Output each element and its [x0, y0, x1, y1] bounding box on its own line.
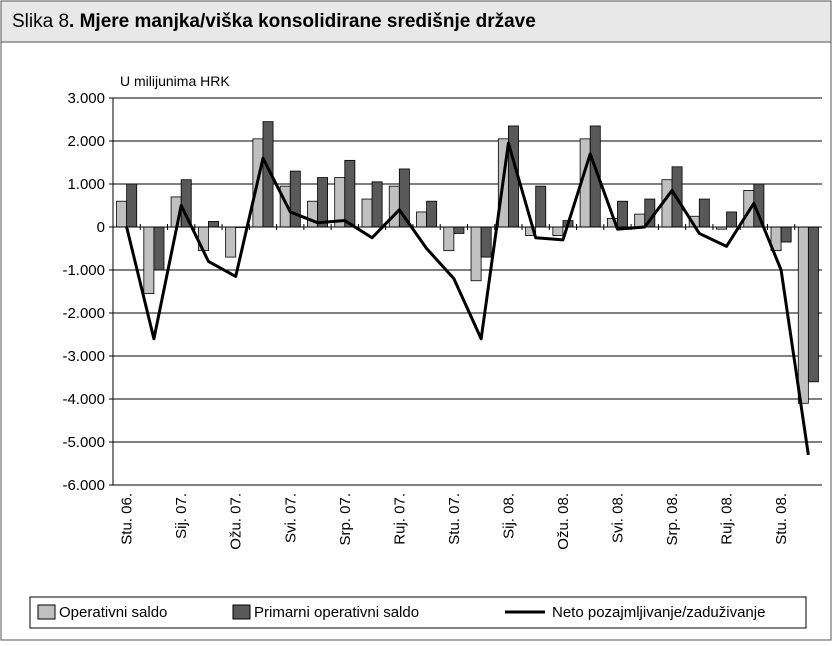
y-tick-label: 2.000: [67, 133, 105, 150]
bar: [344, 159, 356, 228]
bar: [388, 185, 400, 228]
y-tick-label: -4.000: [62, 391, 105, 408]
y-tick-label: -2.000: [62, 305, 105, 322]
bar: [726, 211, 738, 228]
x-tick-label: Svi. 08.: [609, 493, 626, 543]
y-tick-label: -5.000: [62, 434, 105, 451]
header: [0, 0, 832, 43]
y-tick-label: 3.000: [67, 90, 105, 107]
y-tick-label: -3.000: [62, 348, 105, 365]
bar: [225, 226, 237, 258]
bar: [317, 177, 329, 228]
x-tick-label: Svi. 07.: [282, 493, 299, 543]
bar: [470, 226, 482, 282]
legend-label: Primarni operativni saldo: [254, 604, 419, 621]
bar: [289, 170, 301, 228]
x-tick-label: Sij. 07.: [173, 493, 190, 539]
bar: [153, 226, 165, 271]
y-tick-label: 1.000: [67, 176, 105, 193]
bar: [552, 226, 564, 236]
bar: [807, 226, 819, 383]
bar: [797, 226, 809, 404]
figure-label: Slika 8: [12, 11, 69, 32]
bar: [480, 226, 492, 258]
line: [125, 141, 810, 456]
y-tick-label: -1.000: [62, 262, 105, 279]
bar: [780, 226, 792, 243]
bar: [208, 221, 219, 228]
chart-title: Slika 8. Mjere manjka/viška konsolidiran…: [12, 11, 536, 32]
bar: [443, 226, 455, 252]
bar: [371, 181, 383, 228]
x-tick-label: Sij. 08.: [500, 493, 517, 539]
x-tick-label: Stu. 08.: [773, 493, 790, 545]
legend-swatch: [37, 604, 56, 620]
legend: [29, 596, 807, 629]
bar: [416, 211, 427, 228]
y-tick-label: 0: [97, 219, 105, 236]
title-text: . Mjere manjka/viška konsolidirane sredi…: [69, 11, 536, 32]
x-tick-label: Stu. 06.: [119, 493, 136, 545]
bar: [426, 200, 438, 228]
x-tick-label: Srp. 08.: [664, 493, 681, 546]
bar: [143, 226, 155, 295]
bar: [126, 183, 138, 228]
y-tick-label: -6.000: [62, 477, 105, 494]
legend-label: Operativni saldo: [59, 604, 167, 621]
bar: [116, 200, 128, 228]
x-tick-label: Ruj. 07.: [391, 493, 408, 545]
bar: [361, 198, 373, 228]
x-tick-label: Ožu. 07.: [228, 493, 245, 550]
bar: [634, 213, 646, 228]
legend-swatch: [232, 604, 251, 620]
x-tick-label: Ožu. 08.: [555, 493, 572, 550]
y-axis-label: U milijunima HRK: [120, 73, 230, 89]
bar: [453, 226, 465, 234]
x-tick-label: Srp. 07.: [337, 493, 354, 546]
bar: [698, 198, 710, 228]
x-tick-label: Ruj. 08.: [719, 493, 736, 545]
legend-label: Neto pozajmljivanje/zaduživanje: [552, 604, 765, 621]
bar: [535, 185, 547, 228]
bar: [617, 200, 628, 228]
x-tick-label: Stu. 07.: [446, 493, 463, 545]
